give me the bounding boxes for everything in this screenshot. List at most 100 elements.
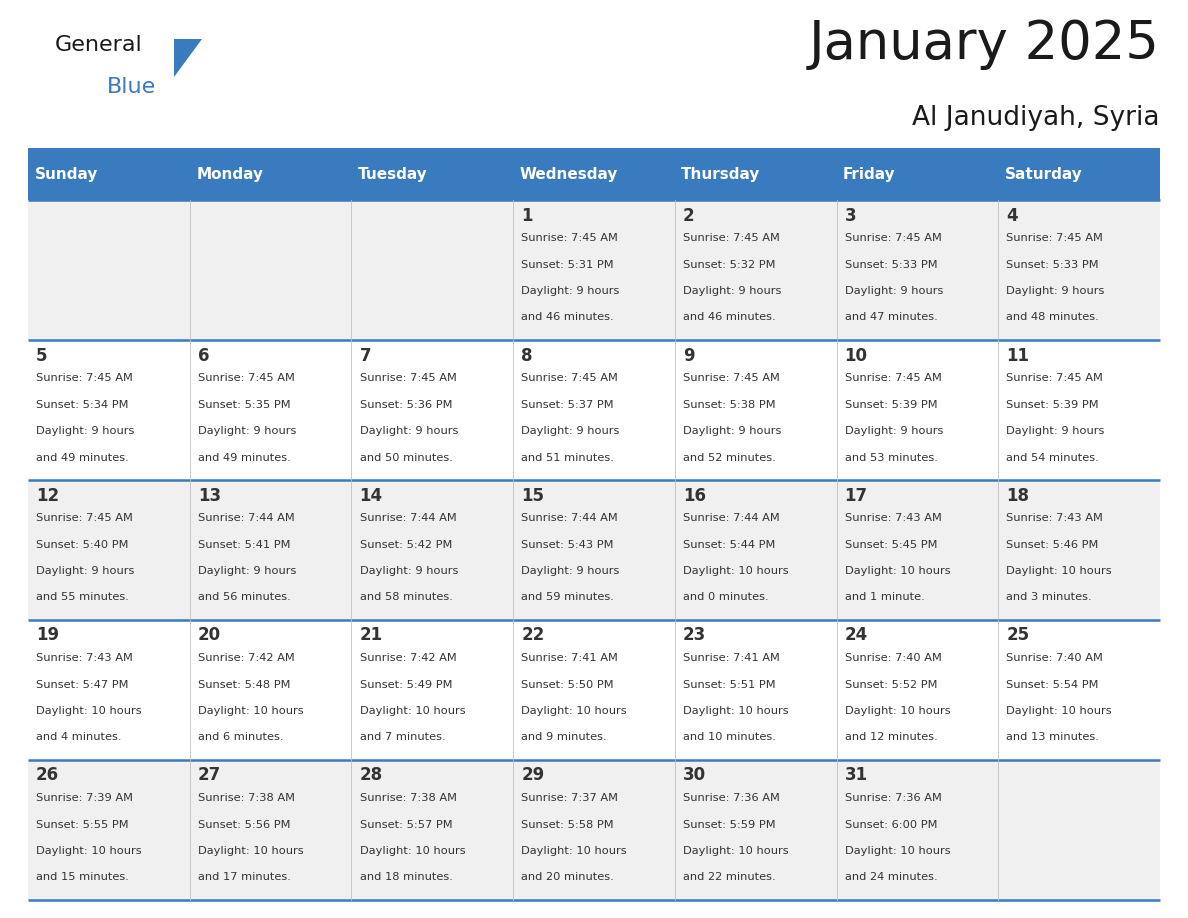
Text: and 48 minutes.: and 48 minutes. <box>1006 312 1099 322</box>
Text: 19: 19 <box>36 626 59 644</box>
Text: and 10 minutes.: and 10 minutes. <box>683 733 776 743</box>
Text: Daylight: 10 hours: Daylight: 10 hours <box>522 846 627 856</box>
Bar <box>675 148 836 200</box>
Text: Sunset: 5:41 PM: Sunset: 5:41 PM <box>197 540 290 550</box>
Text: 25: 25 <box>1006 626 1030 644</box>
Text: 6: 6 <box>197 346 209 364</box>
Text: Wednesday: Wednesday <box>519 166 618 182</box>
Text: Sunset: 5:48 PM: Sunset: 5:48 PM <box>197 679 290 689</box>
Text: Daylight: 9 hours: Daylight: 9 hours <box>683 286 782 296</box>
Text: Sunset: 5:57 PM: Sunset: 5:57 PM <box>360 820 453 830</box>
Bar <box>836 620 998 760</box>
Bar <box>352 148 513 200</box>
Text: and 9 minutes.: and 9 minutes. <box>522 733 607 743</box>
Text: Sunrise: 7:43 AM: Sunrise: 7:43 AM <box>1006 513 1104 523</box>
Text: and 47 minutes.: and 47 minutes. <box>845 312 937 322</box>
Text: Sunset: 5:36 PM: Sunset: 5:36 PM <box>360 399 451 409</box>
Text: Sunset: 5:33 PM: Sunset: 5:33 PM <box>1006 260 1099 270</box>
Bar <box>998 620 1159 760</box>
Bar <box>675 480 836 620</box>
Text: Sunset: 5:43 PM: Sunset: 5:43 PM <box>522 540 614 550</box>
Text: Sunrise: 7:38 AM: Sunrise: 7:38 AM <box>197 793 295 803</box>
Text: Sunset: 5:31 PM: Sunset: 5:31 PM <box>522 260 614 270</box>
Text: 4: 4 <box>1006 207 1018 225</box>
Text: Sunset: 6:00 PM: Sunset: 6:00 PM <box>845 820 937 830</box>
Bar <box>513 480 675 620</box>
Text: 31: 31 <box>845 767 867 785</box>
Text: Sunrise: 7:41 AM: Sunrise: 7:41 AM <box>683 653 779 663</box>
Text: Sunset: 5:49 PM: Sunset: 5:49 PM <box>360 679 451 689</box>
Text: Sunset: 5:51 PM: Sunset: 5:51 PM <box>683 679 776 689</box>
Polygon shape <box>173 39 202 77</box>
Text: Daylight: 9 hours: Daylight: 9 hours <box>1006 286 1105 296</box>
Bar <box>513 200 675 340</box>
Text: Sunrise: 7:43 AM: Sunrise: 7:43 AM <box>845 513 942 523</box>
Bar <box>190 200 352 340</box>
Text: Sunset: 5:42 PM: Sunset: 5:42 PM <box>360 540 451 550</box>
Bar <box>29 148 190 200</box>
Text: Sunset: 5:37 PM: Sunset: 5:37 PM <box>522 399 614 409</box>
Text: Sunrise: 7:39 AM: Sunrise: 7:39 AM <box>36 793 133 803</box>
Text: 17: 17 <box>845 487 867 505</box>
Text: 23: 23 <box>683 626 706 644</box>
Text: and 49 minutes.: and 49 minutes. <box>36 453 128 463</box>
Bar <box>836 340 998 480</box>
Bar <box>190 480 352 620</box>
Text: and 56 minutes.: and 56 minutes. <box>197 592 291 602</box>
Bar <box>29 200 190 340</box>
Text: Sunrise: 7:45 AM: Sunrise: 7:45 AM <box>845 373 942 383</box>
Text: and 4 minutes.: and 4 minutes. <box>36 733 121 743</box>
Bar <box>675 200 836 340</box>
Text: and 22 minutes.: and 22 minutes. <box>683 872 776 882</box>
Text: Sunrise: 7:45 AM: Sunrise: 7:45 AM <box>845 233 942 243</box>
Text: Sunrise: 7:45 AM: Sunrise: 7:45 AM <box>522 373 618 383</box>
Text: 28: 28 <box>360 767 383 785</box>
Bar <box>836 760 998 900</box>
Text: Sunrise: 7:45 AM: Sunrise: 7:45 AM <box>36 373 133 383</box>
Bar <box>513 148 675 200</box>
Text: Sunset: 5:40 PM: Sunset: 5:40 PM <box>36 540 128 550</box>
Text: and 18 minutes.: and 18 minutes. <box>360 872 453 882</box>
Text: Sunset: 5:39 PM: Sunset: 5:39 PM <box>845 399 937 409</box>
Text: Sunrise: 7:44 AM: Sunrise: 7:44 AM <box>522 513 618 523</box>
Text: Daylight: 9 hours: Daylight: 9 hours <box>522 286 620 296</box>
Bar <box>29 620 190 760</box>
Text: and 12 minutes.: and 12 minutes. <box>845 733 937 743</box>
Text: 15: 15 <box>522 487 544 505</box>
Text: Sunset: 5:44 PM: Sunset: 5:44 PM <box>683 540 776 550</box>
Bar <box>513 340 675 480</box>
Text: Daylight: 10 hours: Daylight: 10 hours <box>845 566 950 576</box>
Text: 5: 5 <box>36 346 48 364</box>
Text: Sunset: 5:32 PM: Sunset: 5:32 PM <box>683 260 776 270</box>
Text: Sunset: 5:52 PM: Sunset: 5:52 PM <box>845 679 937 689</box>
Text: Daylight: 10 hours: Daylight: 10 hours <box>845 846 950 856</box>
Text: and 6 minutes.: and 6 minutes. <box>197 733 283 743</box>
Text: Sunrise: 7:45 AM: Sunrise: 7:45 AM <box>683 233 779 243</box>
Bar <box>29 760 190 900</box>
Text: Thursday: Thursday <box>682 166 760 182</box>
Bar <box>190 620 352 760</box>
Bar <box>998 148 1159 200</box>
Bar <box>352 480 513 620</box>
Text: Daylight: 9 hours: Daylight: 9 hours <box>197 426 296 436</box>
Text: Daylight: 10 hours: Daylight: 10 hours <box>36 846 141 856</box>
Bar <box>352 760 513 900</box>
Text: and 17 minutes.: and 17 minutes. <box>197 872 291 882</box>
Text: Daylight: 9 hours: Daylight: 9 hours <box>197 566 296 576</box>
Bar <box>352 620 513 760</box>
Text: Sunrise: 7:45 AM: Sunrise: 7:45 AM <box>1006 233 1104 243</box>
Text: Daylight: 10 hours: Daylight: 10 hours <box>197 706 303 716</box>
Text: Sunrise: 7:45 AM: Sunrise: 7:45 AM <box>360 373 456 383</box>
Text: Daylight: 10 hours: Daylight: 10 hours <box>845 706 950 716</box>
Text: Sunrise: 7:45 AM: Sunrise: 7:45 AM <box>683 373 779 383</box>
Text: Sunrise: 7:36 AM: Sunrise: 7:36 AM <box>845 793 942 803</box>
Text: 18: 18 <box>1006 487 1029 505</box>
Text: Sunset: 5:45 PM: Sunset: 5:45 PM <box>845 540 937 550</box>
Text: Sunset: 5:58 PM: Sunset: 5:58 PM <box>522 820 614 830</box>
Text: 7: 7 <box>360 346 371 364</box>
Bar <box>836 148 998 200</box>
Text: Sunrise: 7:41 AM: Sunrise: 7:41 AM <box>522 653 618 663</box>
Text: and 53 minutes.: and 53 minutes. <box>845 453 937 463</box>
Bar <box>998 760 1159 900</box>
Text: Daylight: 9 hours: Daylight: 9 hours <box>1006 426 1105 436</box>
